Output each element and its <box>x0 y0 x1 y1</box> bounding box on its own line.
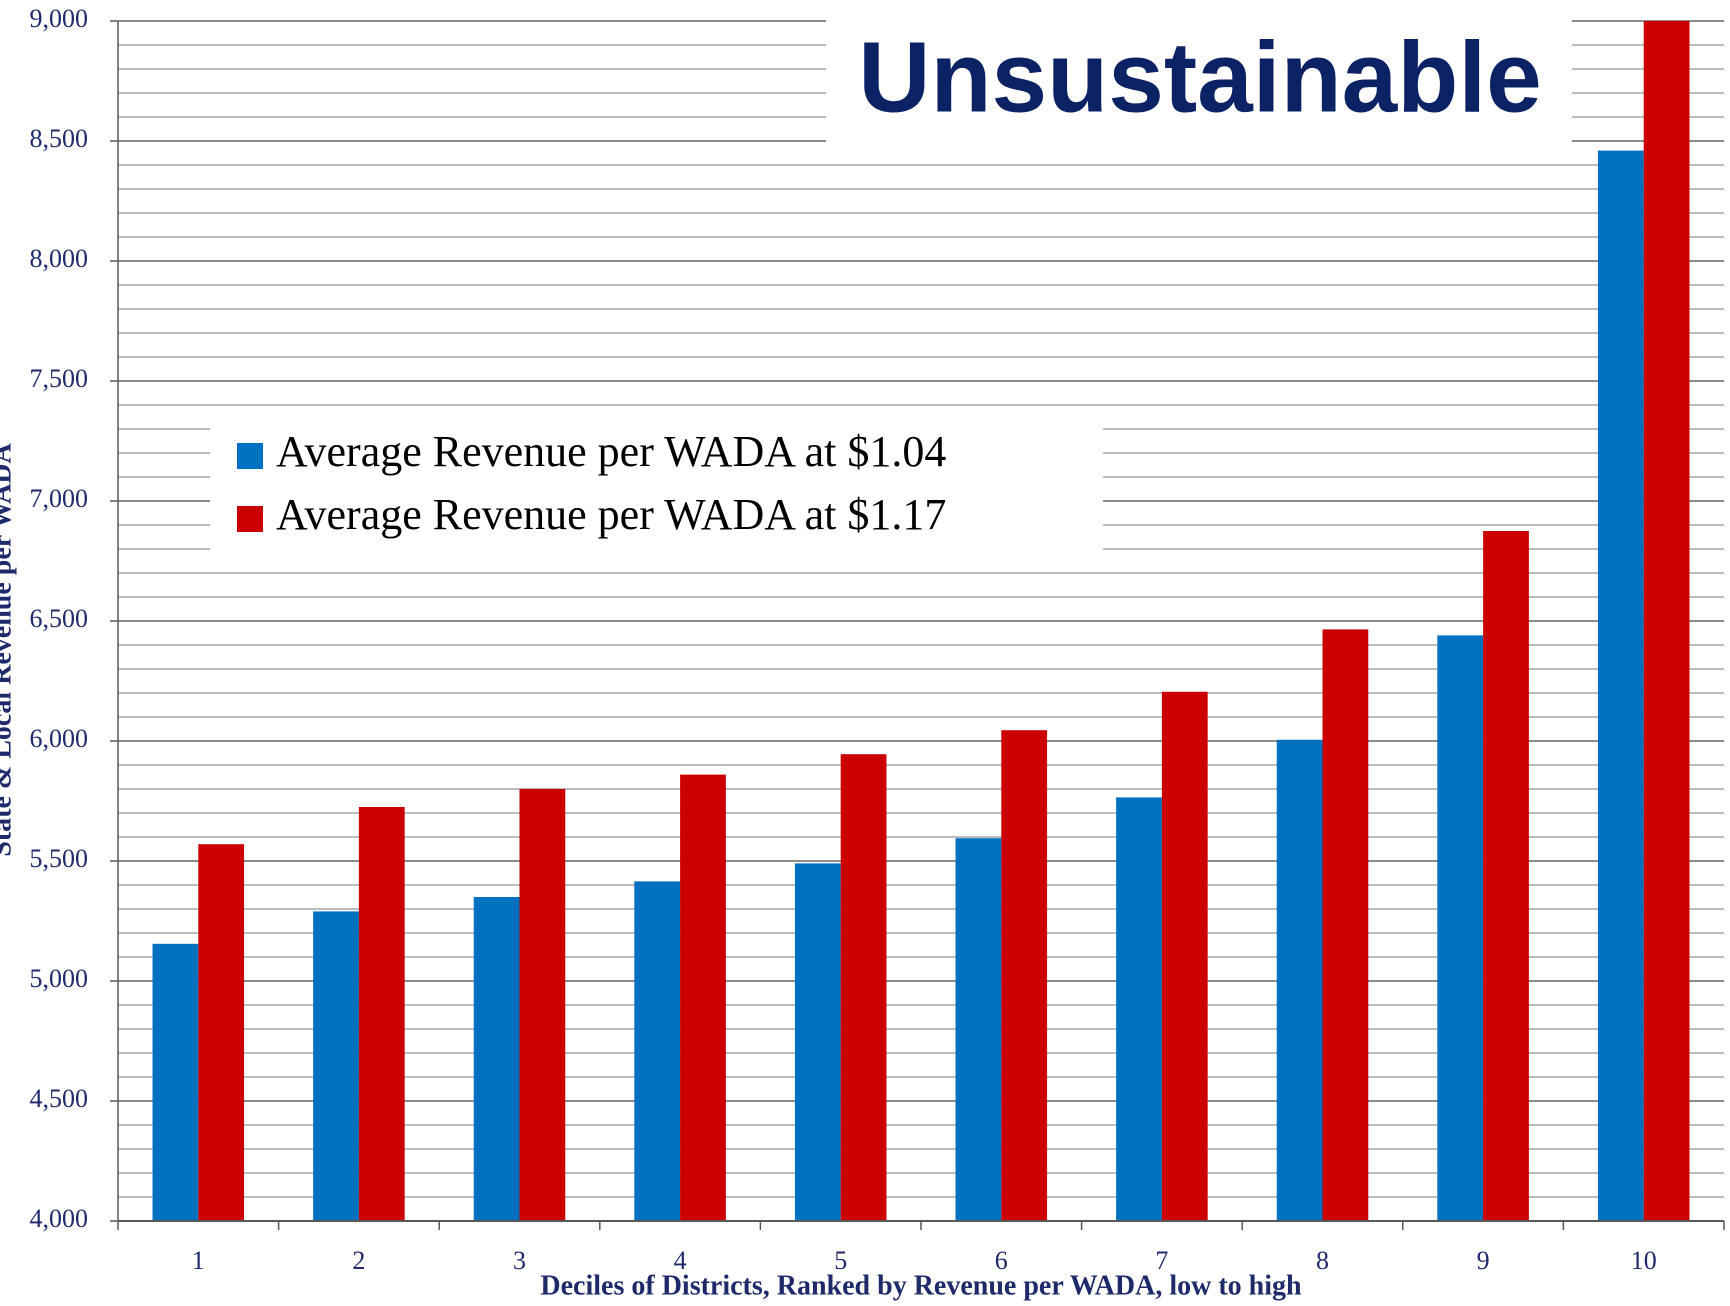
bar <box>634 881 681 1221</box>
bar <box>840 754 887 1221</box>
legend-box <box>210 419 1103 550</box>
y-tick-label: 4,500 <box>30 1084 89 1113</box>
x-tick-label: 7 <box>1155 1246 1168 1275</box>
y-tick-label: 6,000 <box>30 724 89 753</box>
y-tick-label: 5,000 <box>30 964 89 993</box>
y-tick-label: 5,500 <box>30 844 89 873</box>
y-axis-title: State & Local Revenue per WADA <box>0 442 17 856</box>
x-tick-label: 6 <box>995 1246 1008 1275</box>
x-tick-label: 8 <box>1316 1246 1329 1275</box>
title-box <box>826 17 1572 143</box>
x-tick-label: 2 <box>352 1246 365 1275</box>
y-tick-label: 9,000 <box>30 4 89 33</box>
y-tick-label: 7,000 <box>30 484 89 513</box>
y-tick-label: 6,500 <box>30 604 89 633</box>
x-tick-label: 10 <box>1631 1246 1657 1275</box>
bar <box>1276 739 1323 1221</box>
x-tick-label: 9 <box>1477 1246 1490 1275</box>
bar <box>955 838 1002 1221</box>
bar <box>1597 150 1644 1222</box>
bar <box>1322 629 1369 1221</box>
bar <box>1116 797 1162 1221</box>
bar <box>358 807 405 1221</box>
bar <box>1161 691 1208 1221</box>
legend-label: Average Revenue per WADA at $1.04 <box>276 427 946 476</box>
bar <box>473 897 520 1221</box>
bar <box>680 774 726 1221</box>
bar <box>198 844 245 1221</box>
legend-label: Average Revenue per WADA at $1.17 <box>276 490 946 539</box>
bar <box>794 863 841 1221</box>
legend-swatch <box>237 506 263 532</box>
legend-swatch <box>237 443 263 469</box>
bar <box>1437 635 1484 1221</box>
bars <box>152 21 1690 1222</box>
x-tick-label: 4 <box>674 1246 687 1275</box>
bar <box>313 911 359 1221</box>
y-tick-label: 4,000 <box>30 1204 89 1233</box>
y-tick-label: 8,500 <box>30 124 89 153</box>
x-tick-label: 1 <box>192 1246 205 1275</box>
x-tick-label: 3 <box>513 1246 526 1275</box>
bar <box>152 943 199 1221</box>
y-tick-label: 8,000 <box>30 244 89 273</box>
bar <box>519 789 566 1221</box>
bar <box>1483 531 1529 1221</box>
bar <box>1643 21 1690 1221</box>
bar <box>1001 730 1048 1221</box>
x-axis-title: Deciles of Districts, Ranked by Revenue … <box>540 1270 1302 1301</box>
y-tick-label: 7,500 <box>30 364 89 393</box>
x-tick-label: 5 <box>834 1246 847 1275</box>
chart-title: Unsustainable <box>858 21 1542 133</box>
